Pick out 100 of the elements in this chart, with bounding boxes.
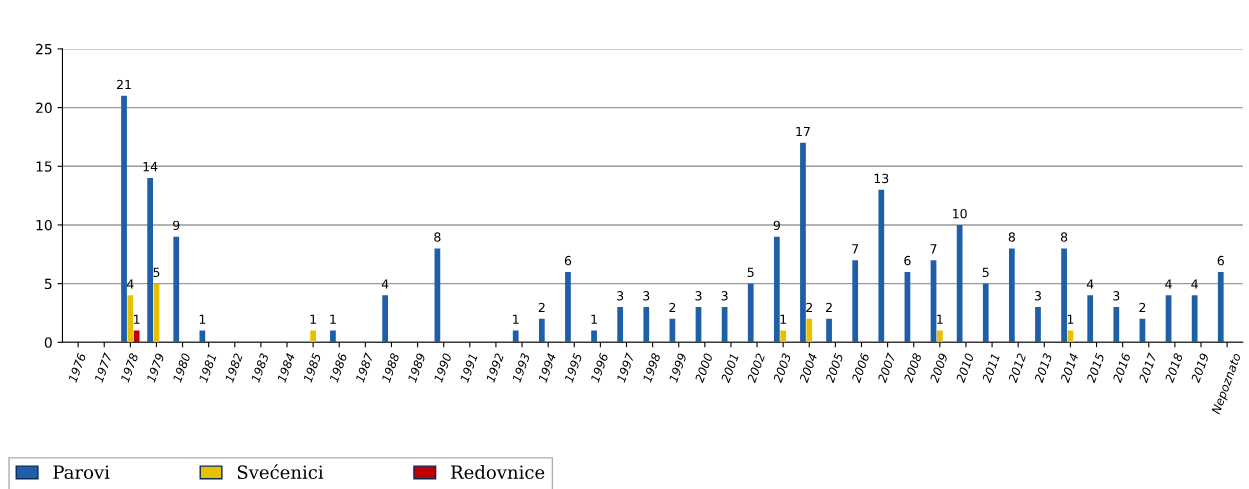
legend-label: Parovi xyxy=(53,465,110,480)
bar xyxy=(1035,307,1041,343)
x-tick-label: 1976 xyxy=(68,352,87,383)
bar xyxy=(826,318,832,343)
x-tick-label: 2019 xyxy=(1190,352,1210,384)
data-label: 1 xyxy=(513,314,519,324)
y-tick-label: 15 xyxy=(36,161,52,172)
x-tick-label: 2017 xyxy=(1138,352,1158,384)
bar xyxy=(878,189,885,343)
data-label: 2 xyxy=(826,302,832,313)
x-tick-label: 2001 xyxy=(720,353,739,384)
bar xyxy=(147,178,154,343)
x-tick-label: 2000 xyxy=(694,352,713,384)
x-tick-label: 2005 xyxy=(825,352,844,384)
x-tick-label: 2002 xyxy=(746,352,766,384)
bar xyxy=(747,283,754,343)
bar xyxy=(330,330,336,343)
data-label: 6 xyxy=(904,255,911,266)
bar xyxy=(538,318,545,343)
data-label: 2 xyxy=(669,302,676,313)
x-tick-label: 2016 xyxy=(1112,352,1131,384)
legend-label: Svećenici xyxy=(237,464,324,480)
bar xyxy=(1191,295,1198,343)
data-label: 17 xyxy=(796,126,810,137)
bar xyxy=(121,95,127,343)
data-label: 8 xyxy=(1008,232,1015,242)
data-label: 1 xyxy=(330,314,336,324)
data-label: 2 xyxy=(1139,302,1146,313)
bar xyxy=(617,307,624,343)
bar xyxy=(1113,307,1120,343)
data-label: 7 xyxy=(852,244,859,254)
x-tick-label: 1992 xyxy=(485,352,505,383)
bar xyxy=(806,318,813,343)
bar xyxy=(1008,248,1015,343)
data-label: 3 xyxy=(617,291,624,301)
data-label: 5 xyxy=(153,267,160,278)
x-tick-label: 1982 xyxy=(224,352,243,383)
y-tick-label: 0 xyxy=(44,337,52,348)
x-tick-label: 1991 xyxy=(459,353,478,383)
bar xyxy=(127,295,134,343)
data-label: 4 xyxy=(1191,279,1198,289)
x-tick-label: 1978 xyxy=(120,352,139,383)
bar xyxy=(800,142,806,343)
data-label: 3 xyxy=(1034,291,1041,301)
x-tick-label: 1986 xyxy=(329,352,348,383)
bar xyxy=(1061,248,1067,343)
bar xyxy=(1087,295,1094,343)
x-tick-label: 2014 xyxy=(1060,352,1079,384)
bar xyxy=(591,330,597,343)
bar xyxy=(199,330,206,343)
x-tick-label: 2006 xyxy=(851,352,870,384)
x-tick-label: 2008 xyxy=(903,352,922,384)
x-tick-label: 2015 xyxy=(1086,352,1105,384)
data-label: 5 xyxy=(747,267,754,278)
data-label: 4 xyxy=(1086,279,1094,289)
data-label: 3 xyxy=(695,291,702,301)
data-label: 4 xyxy=(381,279,389,289)
x-tick-label: 1983 xyxy=(250,352,269,383)
data-label: 13 xyxy=(874,173,889,184)
x-tick-label: 1993 xyxy=(511,352,531,383)
x-tick-label: 2003 xyxy=(772,352,792,384)
x-tick-label: 2009 xyxy=(929,352,948,384)
bar xyxy=(956,224,963,343)
x-tick-label: 1997 xyxy=(616,352,635,383)
x-tick-label: 1989 xyxy=(407,352,426,383)
x-tick-label: 1987 xyxy=(355,352,374,383)
x-tick-label: 2004 xyxy=(798,352,818,384)
x-tick-label: 1996 xyxy=(590,352,609,383)
x-tick-label: 1985 xyxy=(303,352,322,383)
x-tick-label: 1979 xyxy=(146,352,165,383)
bar xyxy=(133,330,140,343)
x-tick-label: 1977 xyxy=(94,352,113,383)
data-label: 6 xyxy=(564,255,572,266)
x-tick-label: 1988 xyxy=(381,352,400,383)
x-tick-label: 1980 xyxy=(172,352,191,383)
x-tick-label: 1998 xyxy=(642,352,661,383)
data-label: 1 xyxy=(310,314,316,324)
data-label: 1 xyxy=(591,314,597,324)
bar xyxy=(852,260,859,343)
bar xyxy=(512,330,519,343)
data-label: 3 xyxy=(1113,291,1120,301)
x-tick-label: 1981 xyxy=(198,353,217,383)
data-label: 4 xyxy=(1165,279,1172,289)
y-tick-label: 20 xyxy=(36,102,52,114)
bar xyxy=(310,330,317,343)
bar xyxy=(780,330,787,343)
y-tick-label: 25 xyxy=(36,43,52,55)
x-tick-label: 1990 xyxy=(433,352,452,383)
bar xyxy=(773,236,780,343)
data-label: 1 xyxy=(1067,314,1074,324)
data-label: 14 xyxy=(143,162,158,172)
x-tick-label: 1995 xyxy=(564,352,583,383)
x-tick-label: 1999 xyxy=(668,352,687,383)
x-tick-label: 2011 xyxy=(981,353,1000,384)
x-tick-label: 1994 xyxy=(538,352,557,383)
x-tick-label: 2012 xyxy=(1007,352,1027,384)
x-tick-label: 1984 xyxy=(276,352,296,383)
legend-label: Redovnice xyxy=(451,465,545,480)
bar xyxy=(1217,271,1224,343)
x-tick-label: 2007 xyxy=(877,352,896,384)
